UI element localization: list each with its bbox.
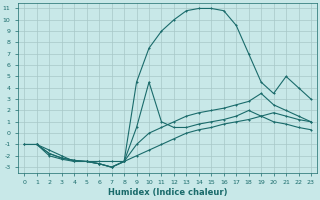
X-axis label: Humidex (Indice chaleur): Humidex (Indice chaleur) [108, 188, 228, 197]
